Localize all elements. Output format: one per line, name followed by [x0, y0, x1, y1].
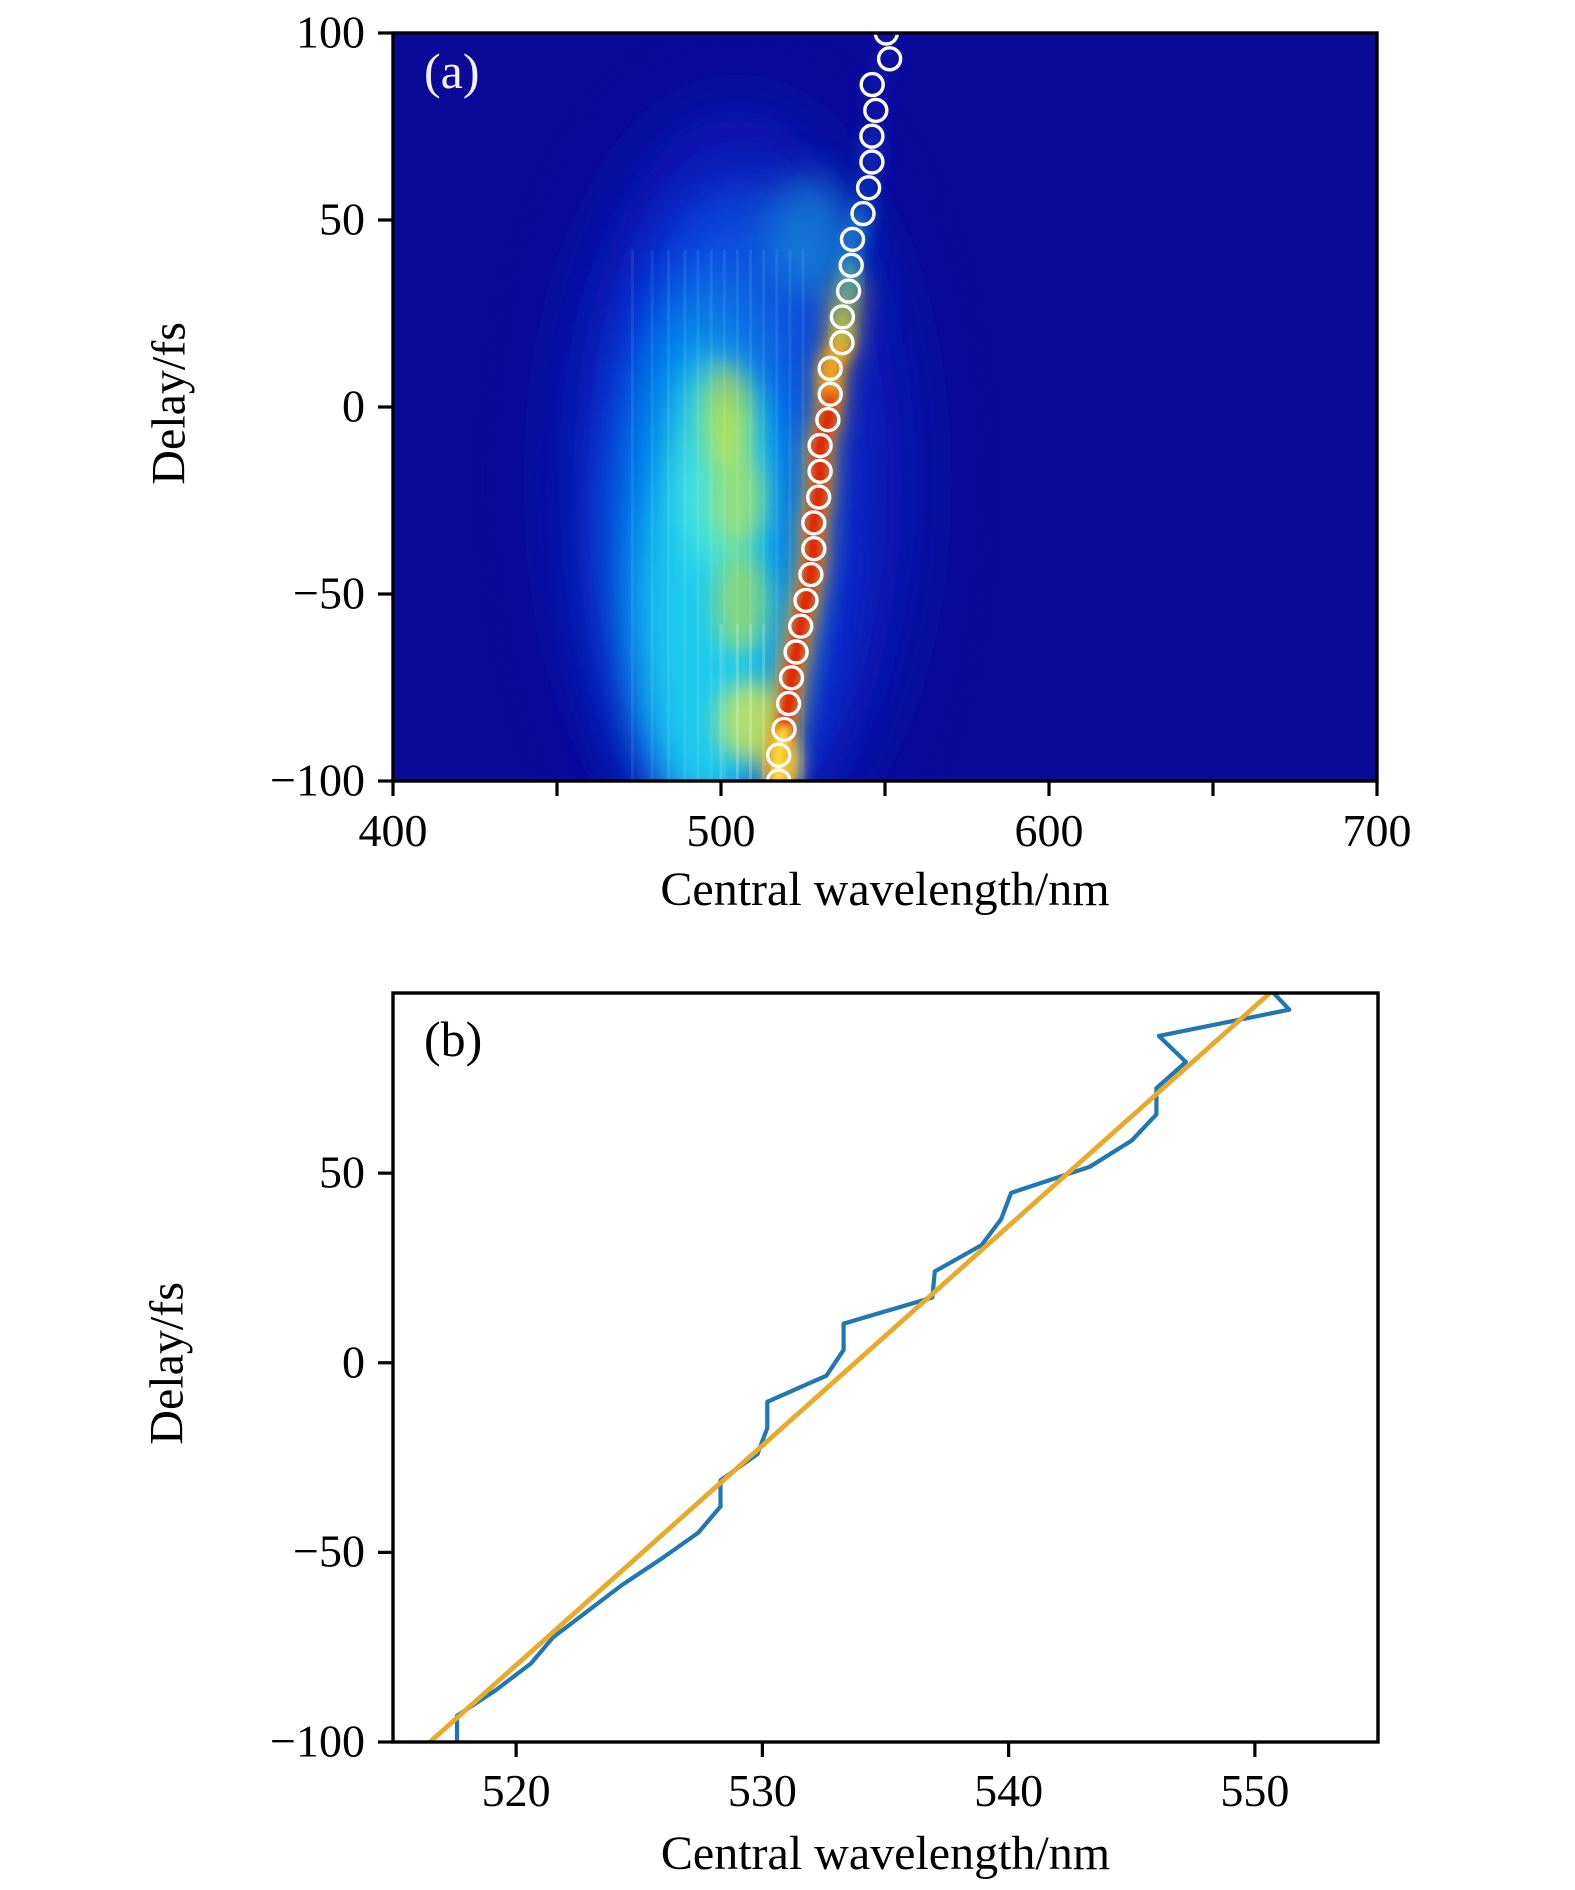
tick-label: 400	[358, 805, 428, 856]
intensity-blob	[714, 549, 767, 654]
trace-marker-circle	[766, 768, 792, 781]
line-chart-panel-b	[378, 991, 1380, 1757]
trace-marker-circle	[798, 561, 824, 588]
trace-marker-circle	[855, 175, 882, 201]
tick-label: 0	[342, 380, 365, 432]
trace-markers	[766, 33, 903, 781]
trace-marker-circle	[859, 71, 885, 98]
tick-label: −100	[270, 754, 365, 806]
tick-label: −50	[293, 567, 365, 619]
trace-marker-circle	[850, 200, 876, 227]
trace-marker-circle	[793, 587, 819, 614]
tick-label: −50	[293, 1526, 365, 1578]
trace-marker-circle	[817, 355, 843, 382]
tick-label: 520	[481, 1765, 551, 1816]
trace-marker-circle	[801, 536, 827, 562]
trace-marker-circle	[817, 381, 843, 407]
tick-label: 100	[296, 6, 365, 58]
trace-marker-circle	[778, 665, 805, 691]
plot-background-b	[393, 993, 1378, 1742]
intensity-ridge	[778, 388, 836, 735]
intensity-blob	[711, 451, 764, 550]
tick-label: 600	[1014, 805, 1084, 856]
trace-marker-circle	[801, 510, 827, 536]
spectrogram-heatmap-panel-a	[378, 31, 1379, 796]
tick-label: 50	[319, 1146, 365, 1198]
trace-marker-circle	[859, 149, 885, 175]
tick-label: 0	[342, 1336, 365, 1388]
intensity-blob	[704, 362, 751, 475]
trace-marker-circle	[771, 716, 797, 743]
trace-marker-circle	[859, 123, 885, 149]
intensity-blob	[717, 680, 784, 763]
heatmap-layer	[573, 33, 903, 781]
tick-label: 540	[974, 1765, 1044, 1816]
trace-marker-circle	[873, 33, 899, 46]
trace-marker-circle	[807, 458, 833, 484]
trace-marker-circle	[839, 226, 866, 253]
trace-marker-circle	[783, 639, 809, 665]
tick-label: 700	[1342, 805, 1412, 856]
trace-marker-circle	[863, 97, 889, 124]
trace-marker-circle	[788, 613, 814, 639]
intensity-blob	[770, 175, 856, 295]
trace-marker-circle	[766, 742, 792, 768]
linear-fit-line	[427, 993, 1274, 1742]
plot-box-b	[391, 991, 1380, 1744]
tick-label: 500	[686, 805, 756, 856]
trace-marker-circle	[835, 278, 862, 304]
measured-wavelength-line	[454, 993, 1292, 1742]
intensity-ridge	[866, 33, 895, 167]
trace-marker-circle	[807, 432, 833, 459]
tick-label: 550	[1220, 1765, 1290, 1816]
trace-marker-circle	[806, 484, 832, 510]
trace-marker-circle	[876, 46, 903, 72]
panel-b-letter: (b)	[424, 1011, 483, 1067]
panel-b-xaxis-title: Central wavelength/nm	[660, 1827, 1111, 1880]
series-layer	[427, 993, 1292, 1742]
trace-marker-circle	[838, 252, 864, 279]
trace-marker-circle	[829, 304, 856, 330]
panel-a-xaxis-title: Central wavelength/nm	[660, 863, 1110, 916]
trace-marker-circle	[775, 690, 802, 717]
trace-marker-circle	[829, 330, 855, 356]
intensity-ridge	[772, 723, 790, 781]
trace-marker-circle	[815, 407, 841, 433]
tick-label: 530	[727, 1765, 797, 1816]
panel-a-letter: (a)	[424, 43, 480, 99]
tick-label: 50	[319, 193, 365, 245]
tick-label: −100	[270, 1715, 365, 1767]
